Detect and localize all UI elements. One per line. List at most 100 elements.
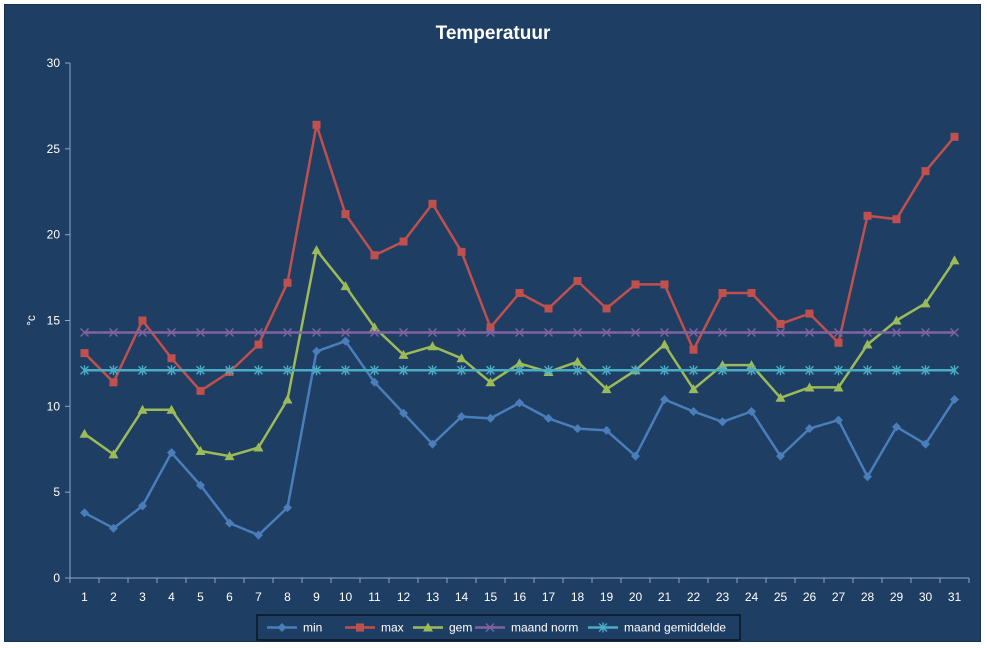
legend-entry-maand-gemiddelde: maand gemiddelde <box>588 621 726 635</box>
data-point-maand-gemiddelde <box>196 365 205 376</box>
data-point-maand-norm <box>138 328 147 338</box>
data-point-min <box>544 413 553 423</box>
data-point-gem <box>775 392 786 402</box>
data-point-maand-gemiddelde <box>631 365 640 376</box>
data-point-gem <box>456 353 467 363</box>
x-tick-label: 4 <box>168 590 175 604</box>
data-point-min <box>428 439 437 449</box>
data-point-min <box>138 501 147 511</box>
data-point-max <box>515 289 524 298</box>
data-point-min <box>805 424 814 434</box>
data-point-maand-norm <box>370 328 379 338</box>
data-point-max <box>254 340 263 349</box>
data-point-gem <box>514 358 525 368</box>
data-point-gem <box>311 245 322 255</box>
data-point-gem <box>282 394 293 404</box>
data-point-min <box>167 448 176 458</box>
data-point-max <box>370 251 379 260</box>
data-point-min <box>776 451 785 461</box>
data-point-max <box>138 316 147 325</box>
data-point-gem <box>166 404 177 414</box>
data-point-gem <box>137 404 148 414</box>
data-point-maand-norm <box>776 328 785 338</box>
data-point-maand-norm <box>80 328 89 338</box>
data-point-maand-gemiddelde <box>312 365 321 376</box>
data-point-gem <box>224 451 235 461</box>
series-max <box>80 120 959 395</box>
x-tick-label: 27 <box>832 590 846 604</box>
data-point-max <box>950 132 959 141</box>
data-point-min <box>631 451 640 461</box>
data-point-min <box>312 346 321 356</box>
data-point-maand-norm <box>399 328 408 338</box>
data-point-gem <box>862 339 873 349</box>
data-point-maand-norm <box>486 328 495 338</box>
data-point-min <box>225 518 234 528</box>
data-point-gem <box>485 377 496 387</box>
data-point-gem <box>920 298 931 308</box>
data-point-maand-norm <box>225 328 234 338</box>
data-point-min <box>718 417 727 427</box>
data-point-maand-norm <box>254 328 263 338</box>
data-point-gem <box>79 428 90 438</box>
series-maand-norm <box>80 328 959 338</box>
data-point-max <box>573 277 582 286</box>
data-point-max <box>689 345 698 354</box>
data-point-min <box>660 394 669 404</box>
data-point-maand-norm <box>718 328 727 338</box>
x-tick-label: 12 <box>397 590 411 604</box>
data-point-min <box>196 480 205 490</box>
data-point-maand-norm <box>167 328 176 338</box>
data-point-max <box>602 304 611 313</box>
data-point-max <box>544 304 553 313</box>
x-tick-label: 3 <box>139 590 146 604</box>
legend-entry-min: min <box>267 621 322 635</box>
legend-swatch-marker <box>277 623 287 632</box>
x-tick-label: 24 <box>745 590 759 604</box>
data-point-min <box>370 377 379 387</box>
legend-label: max <box>381 621 404 635</box>
series-layer <box>79 120 960 540</box>
legend-entry-gem: gem <box>413 621 472 635</box>
x-tick-label: 19 <box>600 590 614 604</box>
data-point-gem <box>108 449 119 459</box>
data-point-maand-gemiddelde <box>747 365 756 376</box>
x-tick-label: 17 <box>542 590 556 604</box>
data-point-maand-gemiddelde <box>805 365 814 376</box>
y-tick-label: 25 <box>47 142 61 156</box>
data-point-maand-gemiddelde <box>341 365 350 376</box>
data-point-min <box>834 415 843 425</box>
data-point-maand-gemiddelde <box>138 365 147 376</box>
data-point-max <box>921 167 930 176</box>
x-tick-label: 22 <box>687 590 701 604</box>
data-point-maand-gemiddelde <box>602 365 611 376</box>
y-tick-label: 20 <box>47 228 61 242</box>
data-point-min <box>602 425 611 435</box>
data-point-gem <box>427 341 438 351</box>
data-point-maand-norm <box>341 328 350 338</box>
data-point-maand-gemiddelde <box>80 365 89 376</box>
x-tick-label: 25 <box>774 590 788 604</box>
data-point-maand-norm <box>457 328 466 338</box>
y-axis: 0 5 10 15 20 25 30 <box>47 56 71 585</box>
x-tick-label: 20 <box>629 590 643 604</box>
data-point-gem <box>688 384 699 394</box>
legend-swatch-marker <box>485 623 495 632</box>
data-point-maand-norm <box>312 328 321 338</box>
data-point-maand-norm <box>834 328 843 338</box>
legend-swatch-marker <box>598 622 608 633</box>
x-tick-label: 11 <box>368 590 381 604</box>
legend: min max gem maand norm maand gemiddelde <box>256 614 741 641</box>
data-point-maand-gemiddelde <box>660 365 669 376</box>
x-tick-label: 21 <box>658 590 672 604</box>
data-point-max <box>805 309 814 318</box>
x-tick-label: 18 <box>571 590 585 604</box>
data-point-maand-gemiddelde <box>689 365 698 376</box>
x-tick-label: 7 <box>255 590 262 604</box>
data-point-max <box>312 120 321 129</box>
x-tick-label: 14 <box>455 590 469 604</box>
data-point-max <box>80 349 89 358</box>
data-point-maand-gemiddelde <box>283 365 292 376</box>
data-point-max <box>892 215 901 224</box>
data-point-maand-norm <box>196 328 205 338</box>
